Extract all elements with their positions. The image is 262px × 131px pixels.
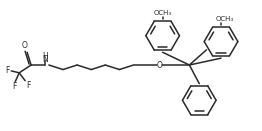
Text: F: F bbox=[5, 66, 9, 75]
Text: F: F bbox=[12, 82, 17, 91]
Text: F: F bbox=[26, 81, 30, 90]
Text: OCH₃: OCH₃ bbox=[154, 10, 172, 16]
Text: O: O bbox=[157, 61, 162, 70]
Text: H: H bbox=[42, 52, 48, 61]
Text: O: O bbox=[21, 41, 27, 50]
Text: OCH₃: OCH₃ bbox=[216, 16, 234, 22]
Text: N: N bbox=[42, 55, 48, 64]
